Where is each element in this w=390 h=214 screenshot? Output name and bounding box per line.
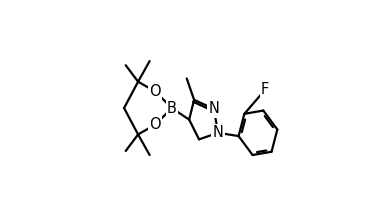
Text: O: O (150, 84, 161, 99)
Text: N: N (208, 101, 219, 116)
Text: N: N (213, 125, 223, 140)
Text: O: O (150, 117, 161, 132)
Text: F: F (261, 82, 269, 97)
Text: B: B (167, 101, 177, 116)
